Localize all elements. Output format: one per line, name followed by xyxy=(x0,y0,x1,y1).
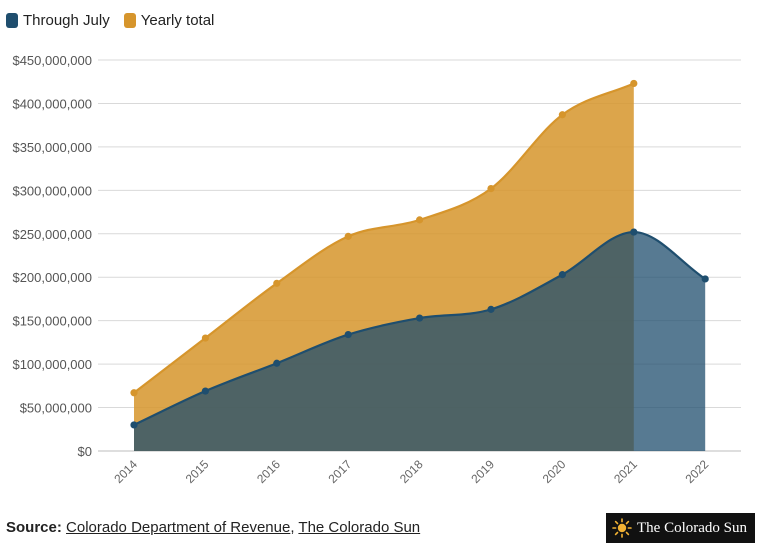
point-through-july xyxy=(630,228,638,236)
x-tick-label: 2016 xyxy=(254,457,283,486)
y-tick-label: $450,000,000 xyxy=(12,53,92,68)
point-through-july xyxy=(201,387,209,395)
x-tick-label: 2018 xyxy=(397,457,426,486)
y-tick-label: $150,000,000 xyxy=(12,314,92,329)
sun-icon xyxy=(612,518,632,538)
x-tick-label: 2015 xyxy=(183,457,212,486)
point-yearly-total xyxy=(630,79,638,88)
legend-label-yearly-total: Yearly total xyxy=(140,12,215,29)
point-through-july xyxy=(130,421,138,429)
x-tick-label: 2021 xyxy=(611,457,640,486)
source-separator: , xyxy=(290,519,295,536)
point-through-july xyxy=(416,314,424,322)
y-tick-label: $50,000,000 xyxy=(20,401,92,416)
legend-swatch-through-july xyxy=(6,13,18,28)
point-yearly-total xyxy=(487,184,495,193)
y-tick-label: $400,000,000 xyxy=(12,96,92,111)
y-tick-label: $100,000,000 xyxy=(12,357,92,372)
y-tick-label: $350,000,000 xyxy=(12,140,92,155)
x-tick-label: 2017 xyxy=(326,457,355,486)
legend-item-yearly-total[interactable]: Yearly total xyxy=(123,12,215,29)
point-yearly-total xyxy=(558,111,567,119)
y-tick-label: $300,000,000 xyxy=(12,183,92,198)
area-through-july xyxy=(134,232,706,451)
x-tick-label: 2014 xyxy=(111,457,140,486)
x-tick-label: 2020 xyxy=(540,457,569,486)
legend-swatch-yearly-total xyxy=(123,13,136,28)
point-through-july xyxy=(273,359,281,367)
legend-item-through-july[interactable]: Through July xyxy=(6,12,110,29)
point-yearly-total xyxy=(344,232,352,240)
source-link-revenue[interactable]: Colorado Department of Revenue xyxy=(66,519,291,536)
legend-label-through-july: Through July xyxy=(23,12,110,29)
source-link-colorado-sun[interactable]: The Colorado Sun xyxy=(298,519,421,536)
line-yearly-total xyxy=(133,82,635,394)
point-yearly-total xyxy=(130,389,138,397)
point-yearly-total xyxy=(201,334,209,342)
point-yearly-total xyxy=(273,279,281,287)
x-tick-label: 2019 xyxy=(468,457,497,486)
point-yearly-total xyxy=(416,216,424,224)
legend: Through July Yearly total xyxy=(6,12,214,29)
y-tick-label: $0 xyxy=(78,444,92,459)
colorado-sun-logo[interactable]: The Colorado Sun xyxy=(606,513,755,543)
y-tick-label: $250,000,000 xyxy=(12,227,92,242)
logo-text: The Colorado Sun xyxy=(637,519,747,536)
y-tick-label: $200,000,000 xyxy=(12,270,92,285)
x-tick-label: 2022 xyxy=(683,457,712,486)
point-through-july xyxy=(701,275,709,283)
point-through-july xyxy=(558,271,567,279)
point-through-july xyxy=(487,305,495,313)
source-label: Source: xyxy=(6,519,62,536)
source-footer: Source: Colorado Department of Revenue, … xyxy=(6,519,420,536)
point-through-july xyxy=(344,330,352,339)
